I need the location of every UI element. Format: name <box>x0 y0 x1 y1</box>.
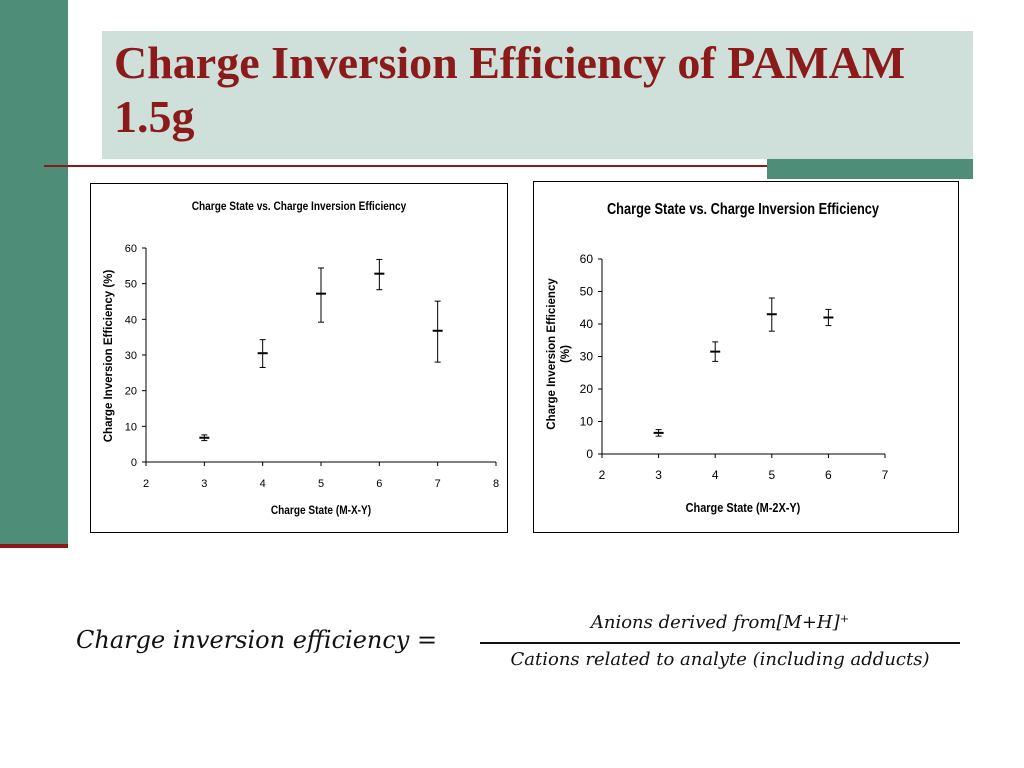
chart-2-y-tick-label: 20 <box>580 382 594 396</box>
formula-denominator: Cations related to analyte (including ad… <box>510 649 930 670</box>
chart-1-title: Charge State vs. Charge Inversion Effici… <box>192 200 407 213</box>
chart-1-x-tick-label: 3 <box>201 478 207 490</box>
chart-1-y-tick-label: 10 <box>125 421 137 433</box>
chart-1-ylabel: Charge Inversion Efficiency (%) <box>103 270 115 443</box>
chart-1-y-tick-label: 50 <box>125 279 137 291</box>
chart-2-ylabel: Charge Inversion Efficiency (%) <box>546 278 572 430</box>
chart-2-xlabel: Charge State (M-2X-Y) <box>686 500 801 515</box>
chart-1-y-tick-label: 60 <box>125 243 137 255</box>
chart-1-y-tick-label: 0 <box>131 457 137 469</box>
chart-2-title: Charge State vs. Charge Inversion Effici… <box>607 201 879 219</box>
formula-numerator: Anions derived from[M+H]⁺ <box>590 612 850 633</box>
chart-1-y-tick-label: 30 <box>125 350 137 362</box>
left-accent-rule <box>0 544 68 548</box>
chart-1-x-tick-label: 4 <box>260 478 266 490</box>
chart-1-x-tick-label: 7 <box>435 478 441 490</box>
chart-2-x-tick-label: 2 <box>599 468 606 482</box>
chart-1-plot: Charge State vs. Charge Inversion Effici… <box>103 200 499 517</box>
chart-2-y-tick-label: 0 <box>586 447 593 461</box>
efficiency-formula: Charge inversion efficiency = Anions der… <box>76 612 966 682</box>
chart-2-x-tick-label: 7 <box>882 468 889 482</box>
chart-1-x-tick-label: 6 <box>376 478 382 490</box>
chart-2-ylabel-line-2: (%) <box>560 345 572 363</box>
formula-fraction-bar <box>480 642 960 644</box>
chart-2-y-tick-label: 50 <box>580 285 594 299</box>
title-banner <box>102 31 973 159</box>
slide-title: Charge Inversion Efficiency of PAMAM 1.5… <box>114 37 906 142</box>
chart-2-x-tick-label: 5 <box>768 468 775 482</box>
chart-1: Charge State vs. Charge Inversion Effici… <box>90 183 508 533</box>
chart-2-x-tick-label: 4 <box>712 468 719 482</box>
chart-2-x-tick-label: 3 <box>655 468 662 482</box>
chart-1-x-tick-label: 2 <box>143 478 149 490</box>
chart-1-y-tick-label: 40 <box>125 314 137 326</box>
chart-2-y-tick-label: 40 <box>580 317 594 331</box>
chart-1-y-tick-label: 20 <box>125 386 137 398</box>
chart-1-xlabel: Charge State (M-X-Y) <box>271 504 371 517</box>
left-accent-bar <box>0 0 68 548</box>
chart-2-plot: Charge State vs. Charge Inversion Effici… <box>546 201 889 516</box>
chart-1-x-tick-label: 5 <box>318 478 324 490</box>
chart-2-x-tick-label: 6 <box>825 468 832 482</box>
chart-1-x-tick-label: 8 <box>493 478 499 490</box>
chart-2-y-tick-label: 10 <box>580 415 594 429</box>
title-underline <box>44 165 973 167</box>
formula-lhs: Charge inversion efficiency = <box>76 626 438 654</box>
chart-2: Charge State vs. Charge Inversion Effici… <box>533 181 959 533</box>
chart-2-y-tick-label: 30 <box>580 350 594 364</box>
chart-2-y-tick-label: 60 <box>580 252 594 266</box>
title-accent-tab <box>767 159 973 179</box>
chart-2-ylabel-line-1: Charge Inversion Efficiency <box>546 278 558 430</box>
